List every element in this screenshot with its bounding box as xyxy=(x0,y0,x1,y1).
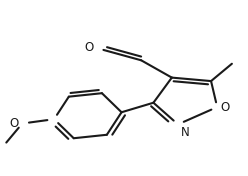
Text: N: N xyxy=(181,126,190,139)
Text: O: O xyxy=(84,41,93,54)
Text: O: O xyxy=(221,100,230,114)
Text: O: O xyxy=(9,117,19,130)
